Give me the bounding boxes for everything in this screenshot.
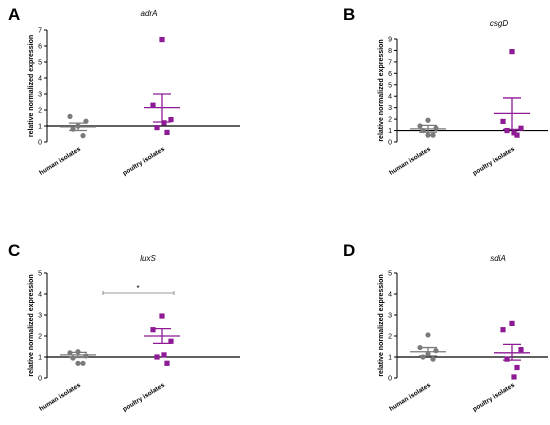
data-point — [164, 129, 170, 135]
data-point — [168, 117, 174, 123]
y-tick-label: 0 — [38, 140, 42, 147]
y-tick-label: 1 — [388, 355, 392, 362]
panel-label: C — [8, 241, 20, 260]
y-tick-label: 7 — [38, 28, 42, 35]
data-point — [504, 127, 510, 134]
y-tick-label: 4 — [388, 292, 392, 299]
data-point — [518, 125, 524, 131]
series-human — [410, 117, 446, 138]
data-point — [154, 125, 160, 131]
data-point — [511, 130, 517, 136]
category-label: poultry isolates — [122, 382, 167, 414]
y-tick-label: 8 — [388, 48, 392, 55]
y-tick-label: 6 — [38, 44, 42, 51]
series-poultry — [144, 37, 180, 135]
data-point — [150, 327, 156, 333]
panel-title: adrA — [141, 9, 158, 18]
series-poultry — [494, 320, 530, 380]
y-tick-label: 4 — [38, 292, 42, 299]
data-point — [150, 102, 156, 108]
data-point — [161, 352, 167, 358]
data-point — [168, 338, 174, 344]
category-label: poultry isolates — [472, 382, 517, 414]
data-point — [430, 356, 436, 362]
data-point — [80, 360, 86, 366]
category-label: human isolates — [388, 146, 432, 177]
y-tick-label: 3 — [388, 105, 392, 112]
category-label: poultry isolates — [472, 146, 517, 178]
y-tick-label: 4 — [38, 76, 42, 83]
y-tick-label: 1 — [38, 124, 42, 131]
y-axis-label: relative normalized expression — [378, 274, 385, 376]
category-label: human isolates — [38, 146, 82, 177]
data-point — [509, 320, 515, 326]
y-tick-label: 3 — [38, 92, 42, 99]
panel-title: luxS — [140, 254, 156, 263]
y-tick-label: 7 — [388, 59, 392, 66]
data-point — [154, 354, 160, 360]
data-point — [514, 364, 520, 371]
y-tick-label: 2 — [38, 334, 42, 341]
y-tick-label: 0 — [388, 140, 392, 147]
data-point — [161, 120, 167, 126]
data-point — [425, 332, 431, 338]
data-point — [67, 113, 73, 119]
y-tick-label: 1 — [38, 355, 42, 362]
data-point — [433, 348, 439, 354]
data-point — [159, 37, 165, 43]
y-axis-label: relative normalized expression — [378, 39, 385, 141]
y-tick-label: 1 — [388, 128, 392, 135]
data-point — [511, 374, 517, 380]
data-point — [80, 133, 86, 139]
series-poultry — [494, 48, 530, 138]
significance-marker: * — [136, 284, 139, 293]
y-tick-label: 4 — [388, 94, 392, 101]
y-tick-label: 2 — [388, 334, 392, 341]
data-point — [509, 48, 515, 55]
data-point — [500, 327, 506, 333]
data-point — [518, 347, 524, 353]
panel-label: D — [343, 241, 355, 260]
y-axis-label: relative normalized expression — [28, 274, 35, 376]
y-tick-label: 3 — [38, 313, 42, 320]
panel-title: csgD — [490, 19, 508, 28]
data-point — [159, 313, 165, 319]
y-tick-label: 5 — [388, 82, 392, 89]
data-point — [164, 360, 170, 366]
series-poultry — [144, 313, 180, 366]
y-tick-label: 0 — [388, 376, 392, 383]
y-tick-label: 5 — [38, 271, 42, 278]
data-point — [504, 356, 510, 362]
panel-title: sdiA — [490, 254, 506, 263]
data-point — [420, 354, 426, 360]
y-tick-label: 3 — [388, 313, 392, 320]
data-point — [75, 360, 81, 366]
y-tick-label: 2 — [388, 117, 392, 124]
panel-label: B — [343, 5, 355, 24]
data-point — [425, 117, 431, 123]
panel-label: A — [8, 5, 20, 24]
category-label: poultry isolates — [122, 146, 167, 178]
series-human — [410, 332, 446, 362]
data-point — [500, 118, 506, 124]
y-tick-label: 0 — [38, 376, 42, 383]
series-human — [60, 113, 96, 139]
data-point — [425, 132, 431, 138]
y-tick-label: 9 — [388, 37, 392, 44]
y-tick-label: 5 — [388, 271, 392, 278]
series-human — [60, 349, 96, 366]
y-tick-label: 2 — [38, 108, 42, 115]
y-tick-label: 5 — [38, 60, 42, 67]
y-tick-label: 6 — [388, 71, 392, 78]
y-axis-label: relative normalized expression — [28, 35, 35, 137]
data-point — [514, 132, 520, 138]
category-label: human isolates — [388, 382, 432, 413]
category-label: human isolates — [38, 382, 82, 413]
data-point — [430, 132, 436, 138]
